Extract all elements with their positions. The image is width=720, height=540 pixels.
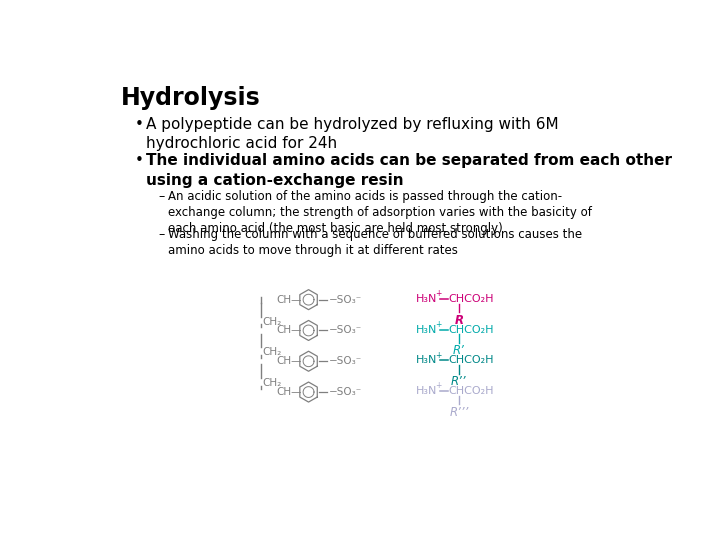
Text: −SO₃⁻: −SO₃⁻ <box>329 326 362 335</box>
Text: CHCO₂H: CHCO₂H <box>449 386 495 396</box>
Text: CHCO₂H: CHCO₂H <box>449 294 495 304</box>
Text: CH—: CH— <box>276 387 302 397</box>
Text: H₃N: H₃N <box>415 386 437 396</box>
Text: R’’: R’’ <box>451 375 467 388</box>
Text: CH₂: CH₂ <box>262 316 282 327</box>
Text: A polypeptide can be hydrolyzed by refluxing with 6M
hydrochloric acid for 24h: A polypeptide can be hydrolyzed by reflu… <box>145 117 559 151</box>
Text: −SO₃⁻: −SO₃⁻ <box>329 356 362 366</box>
Text: An acidic solution of the amino acids is passed through the cation-
exchange col: An acidic solution of the amino acids is… <box>168 190 591 235</box>
Text: CH—: CH— <box>276 326 302 335</box>
Text: −SO₃⁻: −SO₃⁻ <box>329 387 362 397</box>
Text: CH—: CH— <box>276 356 302 366</box>
Text: +: + <box>435 320 441 329</box>
Text: H₃N: H₃N <box>415 294 437 304</box>
Text: R’’’: R’’’ <box>449 406 469 419</box>
Text: +: + <box>435 381 441 390</box>
Text: Hydrolysis: Hydrolysis <box>121 86 261 110</box>
Text: R’: R’ <box>453 345 465 357</box>
Text: CH—: CH— <box>276 295 302 305</box>
Text: The individual amino acids can be separated from each other
using a cation-excha: The individual amino acids can be separa… <box>145 153 672 187</box>
Text: CH₂: CH₂ <box>262 378 282 388</box>
Text: +: + <box>435 289 441 298</box>
Text: •: • <box>135 153 144 168</box>
Text: +: + <box>435 350 441 360</box>
Text: CHCO₂H: CHCO₂H <box>449 355 495 366</box>
Text: H₃N: H₃N <box>415 325 437 335</box>
Text: Washing the column with a sequence of buffered solutions causes the
amino acids : Washing the column with a sequence of bu… <box>168 228 582 257</box>
Text: –: – <box>158 228 164 241</box>
Text: −SO₃⁻: −SO₃⁻ <box>329 295 362 305</box>
Text: CH₂: CH₂ <box>262 347 282 357</box>
Text: R: R <box>454 314 464 327</box>
Text: H₃N: H₃N <box>415 355 437 366</box>
Text: –: – <box>158 190 164 203</box>
Text: CHCO₂H: CHCO₂H <box>449 325 495 335</box>
Text: •: • <box>135 117 144 132</box>
